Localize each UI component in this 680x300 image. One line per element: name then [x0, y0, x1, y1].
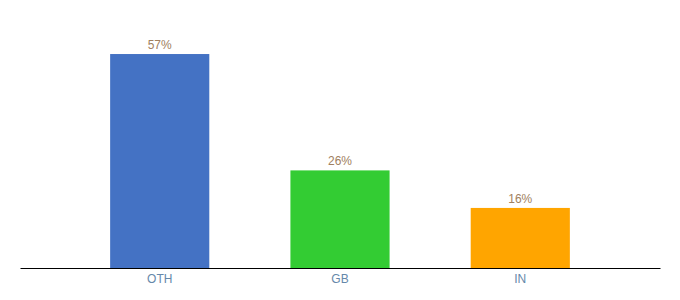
data-label: 16% [508, 192, 532, 206]
data-label: 57% [148, 38, 172, 52]
x-axis: OTH GB IN [21, 268, 661, 286]
plot-area: OTH GB IN 57% 26% 16% [21, 38, 661, 285]
x-tick: GB [331, 268, 348, 286]
bar [471, 208, 570, 268]
x-tick-label: OTH [147, 272, 172, 286]
x-tick: OTH [147, 268, 172, 286]
chart-container: OTH GB IN 57% 26% 16% [0, 0, 680, 300]
bars [110, 54, 570, 268]
data-label: 26% [328, 154, 352, 168]
x-tick: IN [514, 268, 526, 286]
data-labels: 57% 26% 16% [148, 38, 533, 206]
chart-svg: OTH GB IN 57% 26% 16% [0, 0, 680, 300]
x-axis-line [21, 268, 661, 269]
bar [290, 170, 389, 268]
bar [110, 54, 209, 268]
x-tick-label: IN [514, 272, 526, 286]
x-tick-label: GB [331, 272, 348, 286]
